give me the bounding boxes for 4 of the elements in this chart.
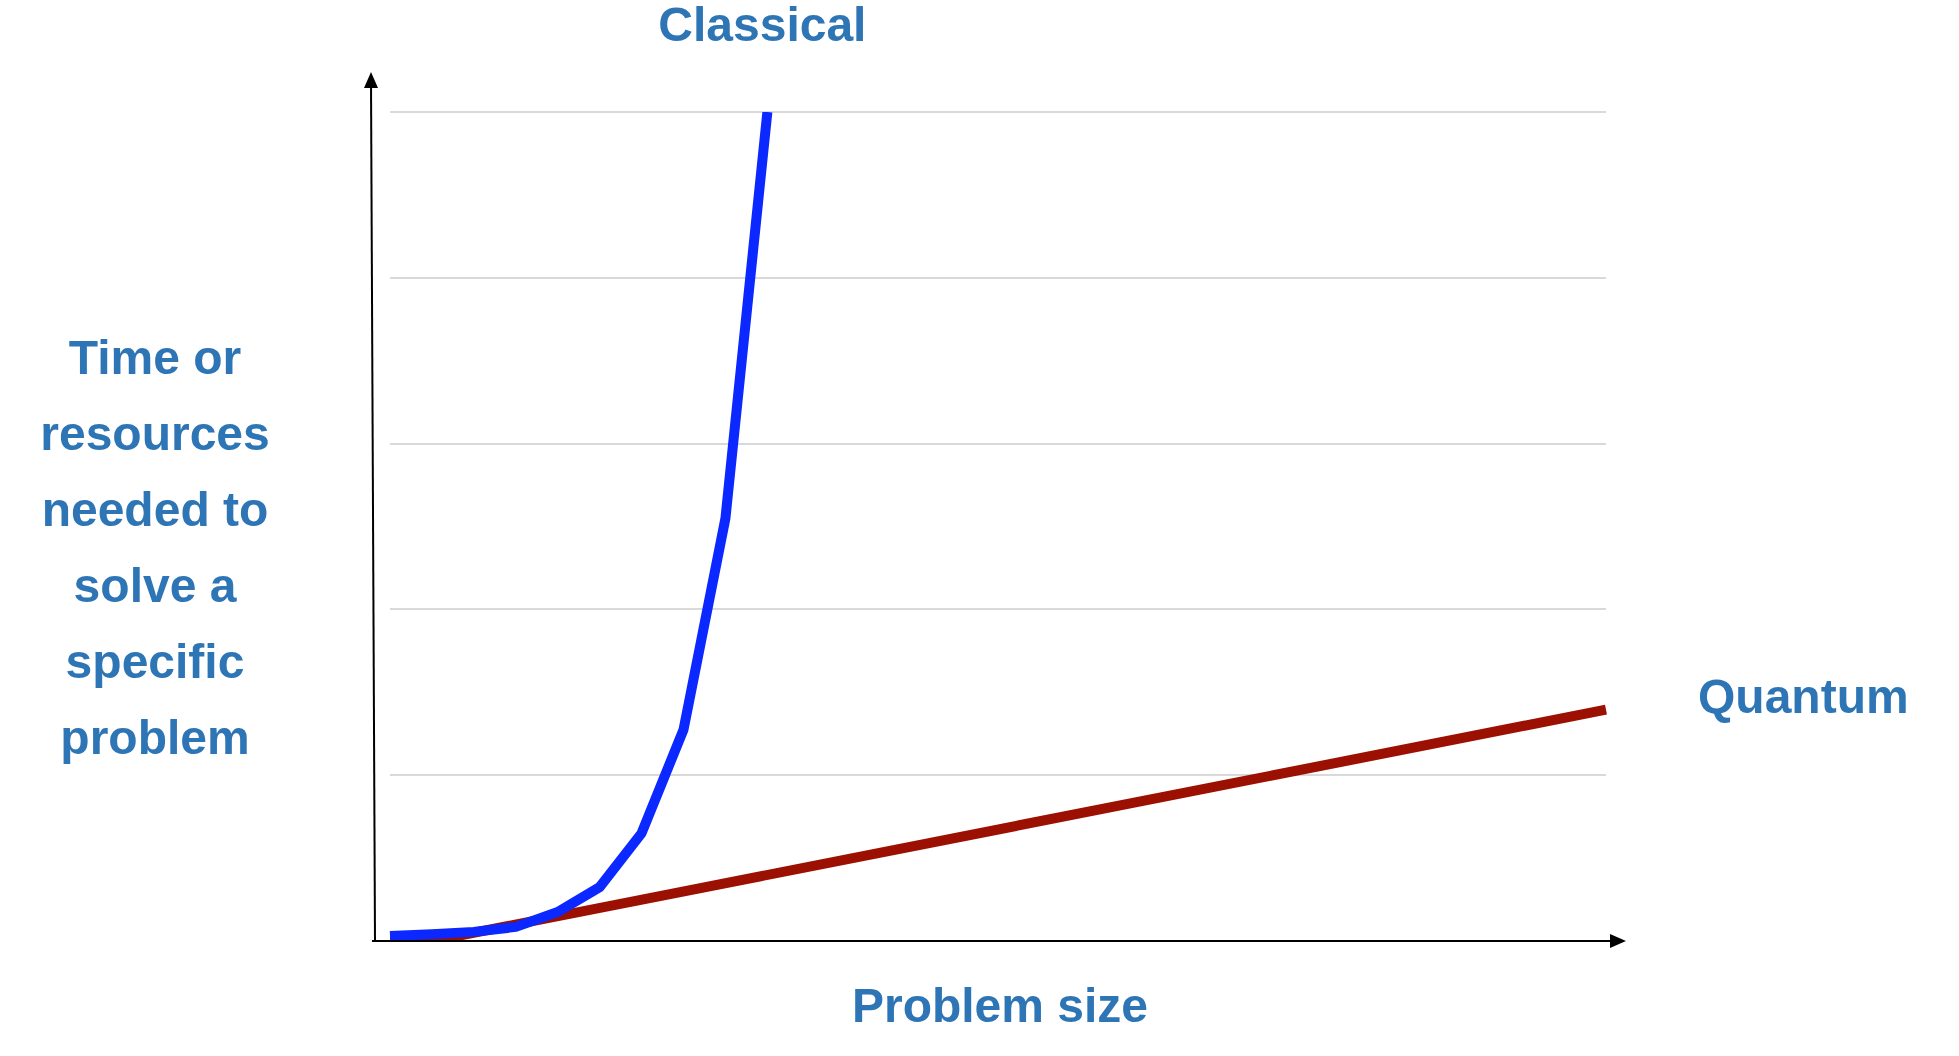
series-label: Quantum (1698, 669, 1909, 723)
x-axis-title: Problem size (850, 978, 1150, 1034)
y-axis-title: Time or resources needed to solve a specific problem (39, 330, 271, 766)
series-label: Classical (658, 0, 867, 52)
